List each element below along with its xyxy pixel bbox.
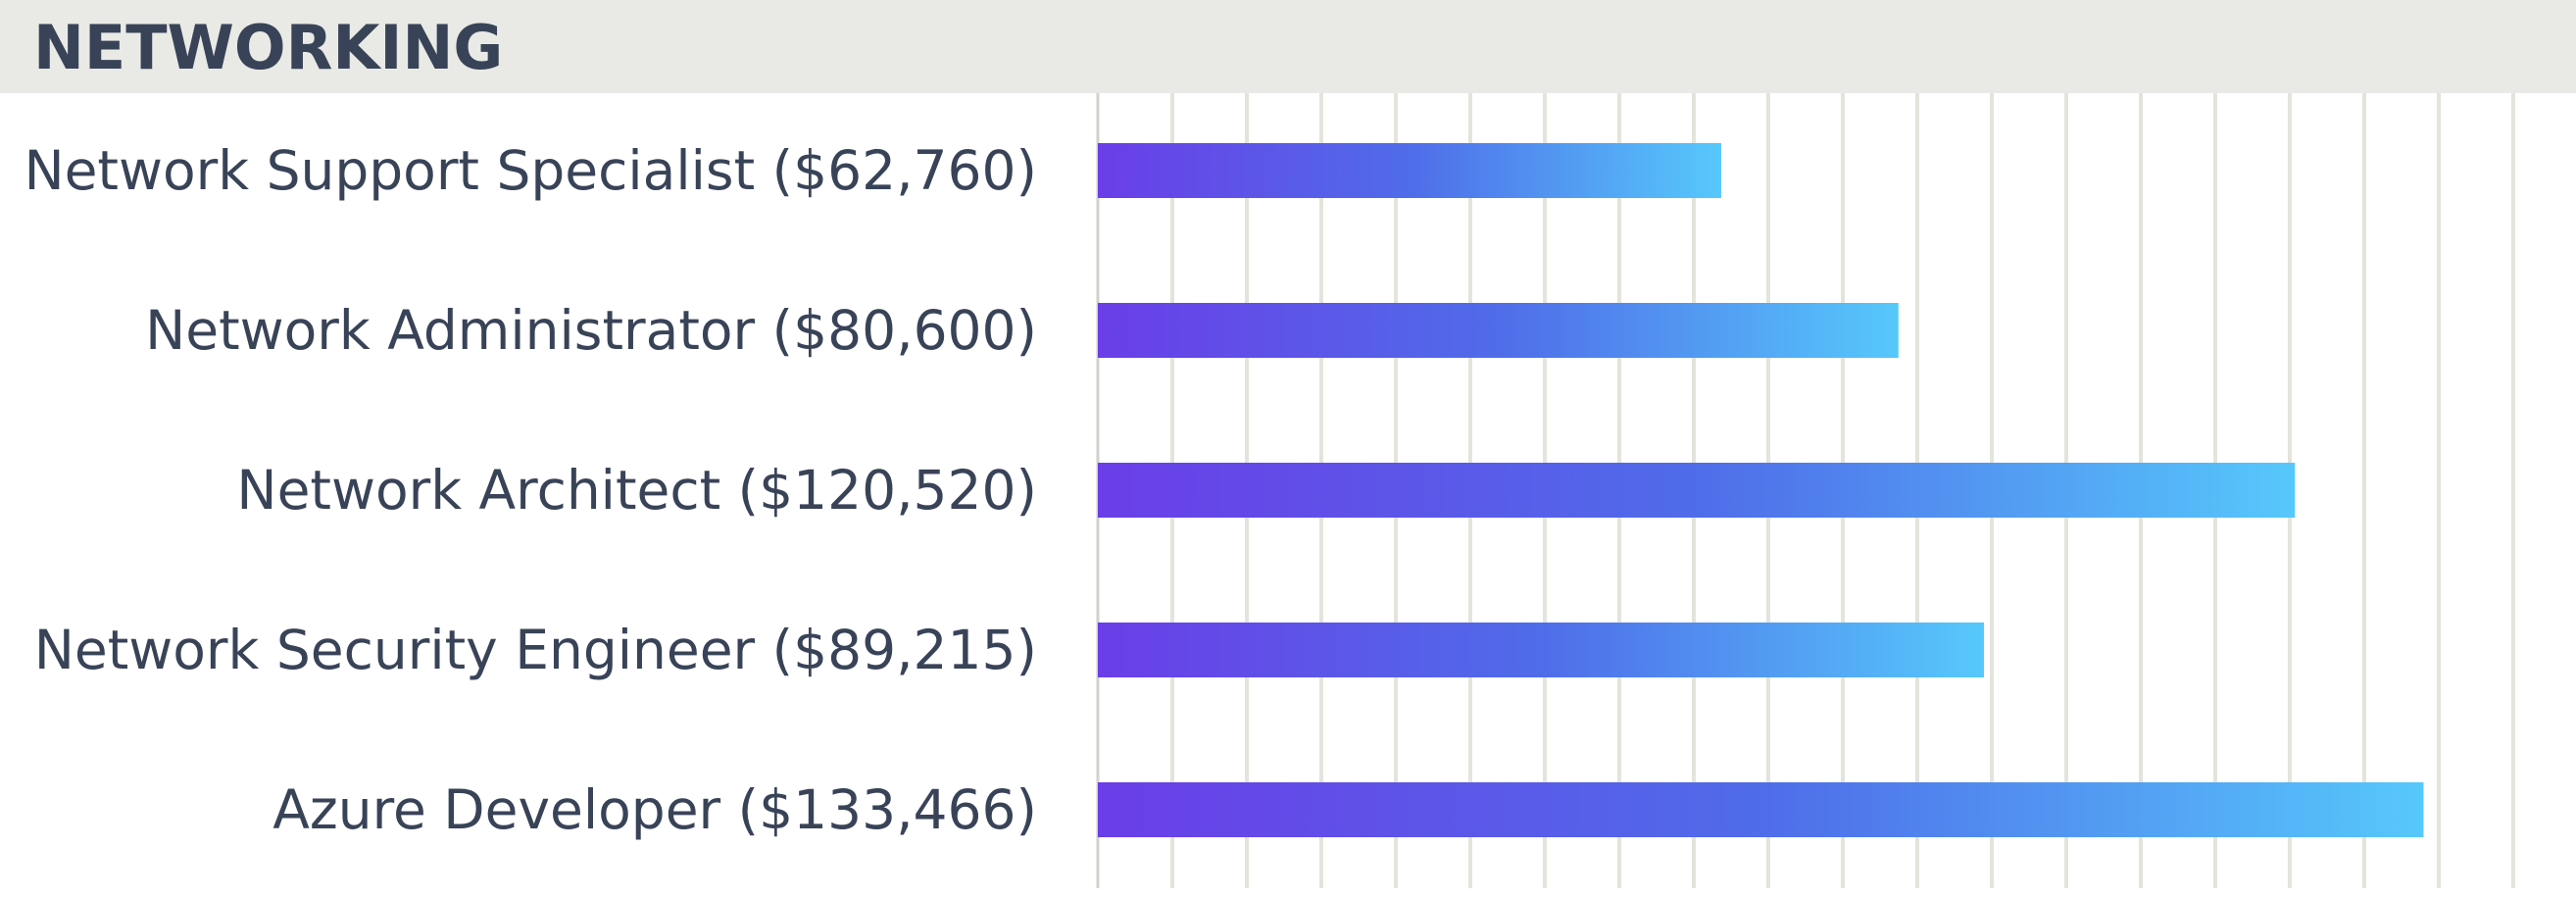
category-labels: Network Support Specialist ($62,760) Netw… xyxy=(24,139,1037,841)
category-label: Azure Developer ($133,466) xyxy=(272,778,1037,841)
category-label: Network Architect ($120,520) xyxy=(236,459,1037,522)
category-label: Network Support Specialist ($62,760) xyxy=(24,139,1037,202)
bar xyxy=(1098,623,1985,677)
section-title: NETWORKING xyxy=(33,12,504,83)
bar xyxy=(1098,303,1899,358)
section-header: NETWORKING xyxy=(0,0,2576,93)
bars xyxy=(1098,143,2424,837)
category-label: Network Administrator ($80,600) xyxy=(145,299,1037,362)
bar xyxy=(1098,143,1721,198)
bar xyxy=(1098,782,2424,837)
category-label: Network Security Engineer ($89,215) xyxy=(34,619,1037,681)
bar xyxy=(1098,463,2296,518)
